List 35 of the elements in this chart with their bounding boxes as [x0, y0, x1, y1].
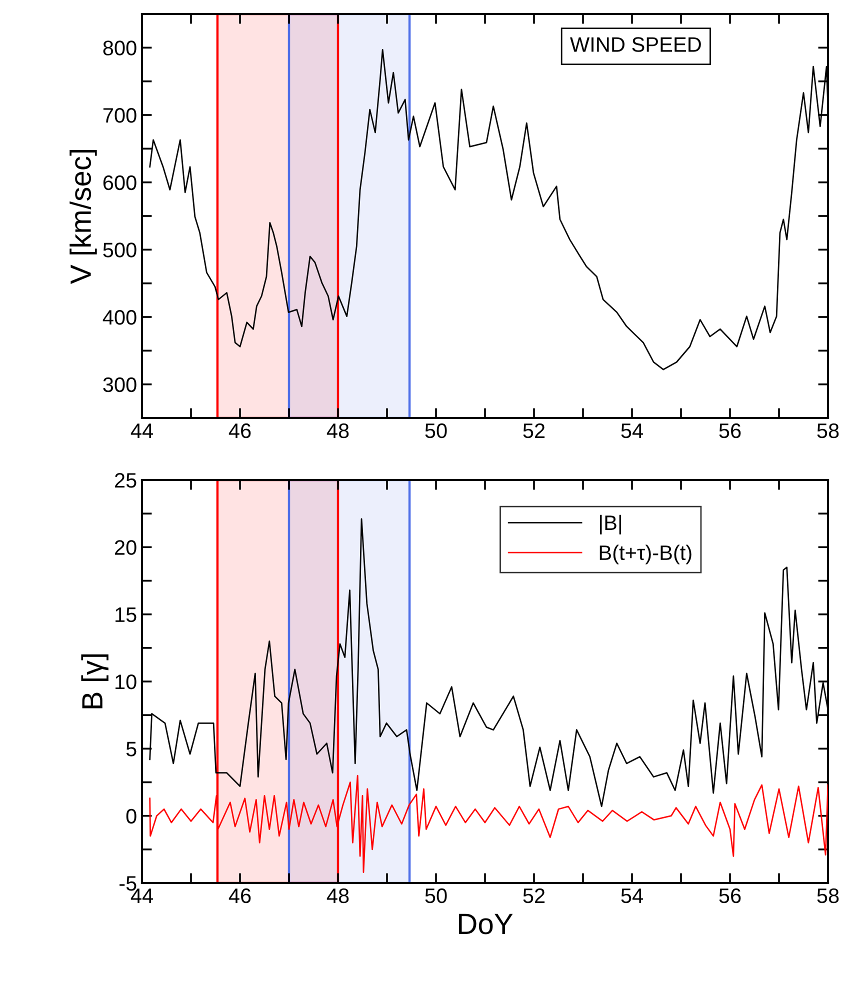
x-tick-label: 54 [621, 424, 643, 438]
y-tick-label: 400 [102, 310, 136, 325]
y-tick-label: 300 [103, 377, 136, 392]
legend-label: |B| [600, 514, 622, 534]
x-tick-label: 54 [621, 888, 643, 904]
y-tick-label: 20 [115, 540, 136, 555]
y-tick-label: 10 [116, 674, 136, 690]
x-tick-label: 52 [523, 888, 545, 904]
x-tick-label: 58 [817, 423, 839, 438]
y-axis-title: B [γ] [81, 654, 108, 708]
y-tick-label: 25 [115, 473, 136, 488]
x-tick-label: 44 [130, 888, 153, 903]
legend-label: B(t+τ)-B(t) [600, 544, 692, 564]
y-tick-label: 500 [103, 242, 136, 258]
x-tick-label: 56 [719, 888, 741, 904]
y-tick-label: -5 [120, 876, 136, 891]
x-tick-label: 56 [719, 423, 741, 438]
x-tick-label: 46 [228, 423, 251, 438]
y-axis-title: V [km/sec] [70, 150, 97, 284]
y-tick-label: 600 [103, 175, 136, 190]
y-tick-label: 0 [126, 808, 136, 824]
x-tick-label: 44 [130, 424, 153, 438]
x-tick-label: 58 [817, 888, 839, 904]
x-axis-title: DoY [459, 914, 513, 934]
x-tick-label: 52 [523, 423, 545, 438]
y-tick-label: 15 [116, 608, 136, 622]
x-tick-label: 50 [425, 888, 447, 904]
y-tick-label: 800 [103, 40, 136, 56]
x-tick-label: 48 [326, 888, 349, 904]
x-tick-label: 50 [425, 423, 447, 438]
x-tick-label: 46 [228, 888, 251, 904]
y-tick-label: 700 [103, 108, 136, 123]
annotation: WIND SPEED [570, 37, 701, 52]
y-tick-label: 5 [126, 742, 136, 756]
x-tick-label: 48 [326, 423, 349, 438]
